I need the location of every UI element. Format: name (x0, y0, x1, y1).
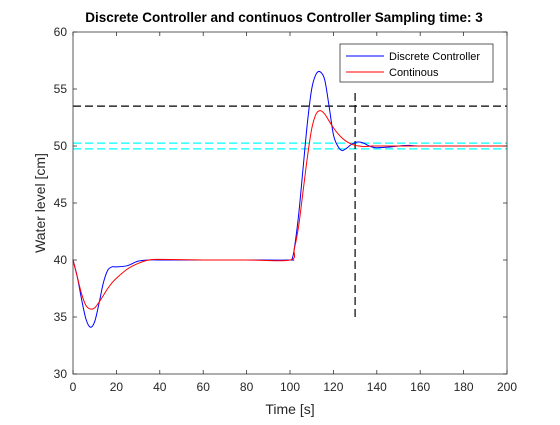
y-tick-label: 35 (54, 310, 68, 324)
series-line-continous (72, 110, 508, 310)
y-tick-label: 40 (54, 253, 68, 267)
y-axis-title: Water level [cm] (32, 153, 48, 253)
legend-label-continous: Continous (389, 67, 439, 79)
x-tick-label: 40 (153, 380, 167, 394)
series-line-discrete (72, 70, 508, 328)
legend-box (339, 43, 494, 83)
x-axis-title: Time [s] (265, 401, 314, 417)
axis-ticks: 0 20 40 60 80 100 120 140 160 180 200 30 35 40 45 50 55 6… (54, 25, 518, 394)
y-tick-label: 55 (54, 82, 68, 96)
legend: Discrete Controller Continous (339, 43, 494, 83)
plot-area (73, 32, 507, 374)
y-tick-label: 45 (54, 196, 68, 210)
x-tick-label: 140 (367, 380, 387, 394)
y-tick-label: 50 (54, 139, 68, 153)
chart-title: Discrete Controller and continuos Contro… (85, 10, 483, 25)
x-tick-label: 20 (110, 380, 124, 394)
x-tick-label: 120 (323, 380, 343, 394)
series-lines (72, 70, 508, 328)
x-tick-label: 0 (70, 380, 77, 394)
reference-lines (73, 89, 507, 317)
x-tick-label: 100 (280, 380, 300, 394)
x-tick-label: 160 (410, 380, 430, 394)
x-tick-label: 200 (497, 380, 517, 394)
x-tick-label: 80 (240, 380, 254, 394)
y-tick-label: 30 (54, 367, 68, 381)
y-tick-label: 60 (54, 25, 68, 39)
x-tick-label: 180 (454, 380, 474, 394)
x-tick-label: 60 (197, 380, 211, 394)
legend-label-discrete: Discrete Controller (389, 51, 480, 63)
